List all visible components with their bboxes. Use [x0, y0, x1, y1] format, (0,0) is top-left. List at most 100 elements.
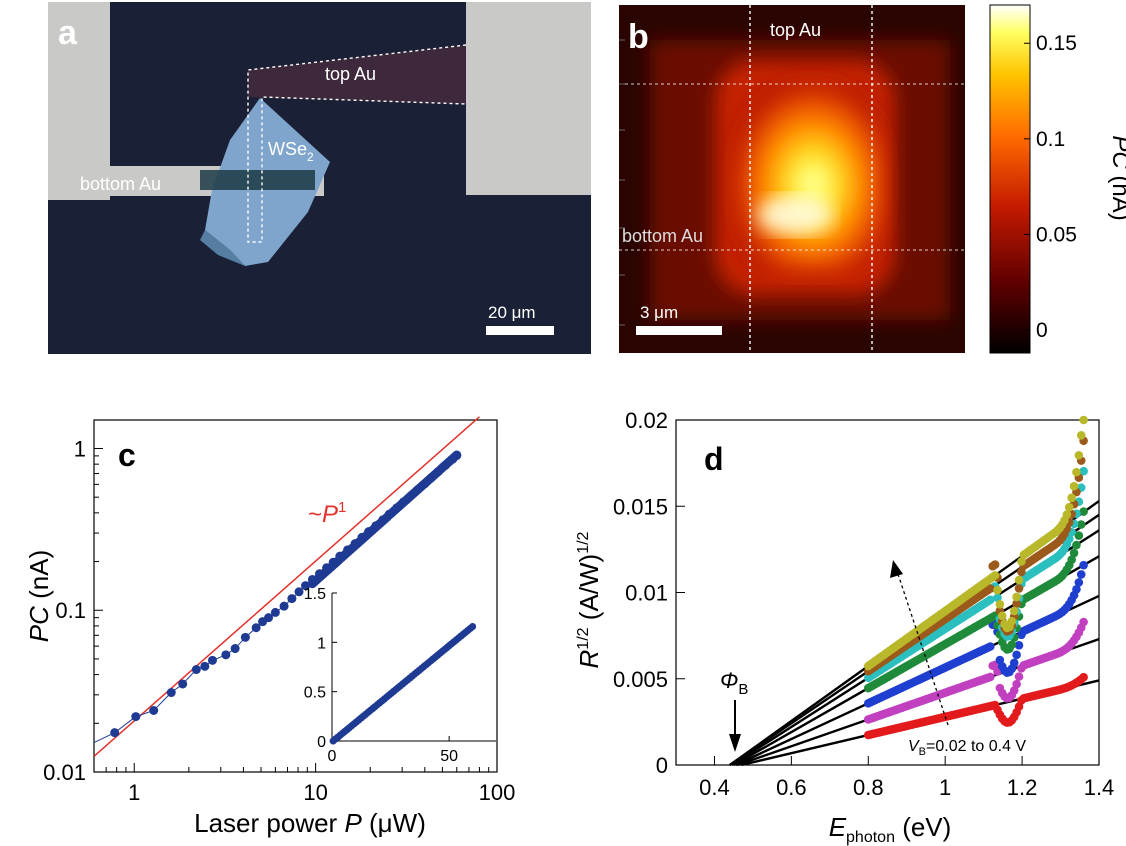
scalebar-a-label: 20 μm	[488, 303, 536, 322]
data-point-d	[1007, 616, 1017, 626]
data-point-d	[1079, 617, 1088, 627]
panel-label-a: a	[58, 14, 78, 52]
data-point-c	[240, 632, 250, 642]
ytick-label-d: 0	[656, 753, 668, 778]
data-point-d	[1079, 415, 1088, 425]
data-point-d	[1067, 555, 1076, 564]
data-point-d	[1079, 466, 1088, 476]
data-point-c	[264, 613, 274, 623]
fit-line-c	[93, 416, 480, 757]
data-point-d	[1014, 672, 1024, 681]
panel-a-micrograph: top Au WSe2 bottom Au 20 μm a	[48, 2, 591, 354]
top-au-shade	[248, 45, 466, 104]
data-point-d	[1014, 640, 1024, 650]
fit-line	[93, 416, 480, 757]
label-top-au: top Au	[325, 64, 376, 84]
data-series-d	[863, 415, 1088, 740]
colorbar-ticks: 0.15 0.1 0.05 0	[1024, 32, 1077, 342]
data-point-d	[1012, 592, 1021, 602]
data-point-c	[230, 644, 240, 654]
inset-xtick-label: 50	[440, 748, 458, 765]
data-point-c	[279, 601, 289, 611]
ytick-label-c: 0.01	[43, 760, 86, 785]
data-point-d	[1007, 640, 1017, 649]
colorbar-tick-label: 0	[1036, 319, 1048, 342]
data-point-d	[1062, 510, 1072, 519]
annotation-power-law: ~P1	[308, 499, 346, 528]
vb-range-label: VB=0.02 to 0.4 V	[908, 738, 1026, 758]
data-point-d	[1074, 450, 1084, 460]
xtick-label-c: 100	[479, 780, 516, 805]
data-point-c	[301, 581, 311, 591]
data-point-d	[1074, 531, 1084, 540]
data-point-d	[1014, 584, 1024, 593]
panel-label-d: d	[704, 441, 724, 477]
panel-label-c: c	[118, 437, 136, 473]
inset-ytick-label: 1	[317, 635, 326, 652]
data-point-d	[1017, 557, 1026, 566]
overlap-strip	[200, 170, 315, 190]
colorbar-tick-label: 0.15	[1036, 32, 1077, 55]
data-point-d	[990, 560, 1000, 569]
ytick-label-c: 0.1	[55, 598, 86, 623]
data-point-c	[149, 705, 159, 715]
inset-xtick-label: 0	[328, 748, 337, 765]
data-point-d	[1074, 578, 1084, 587]
data-series-c	[93, 450, 462, 744]
inset-ytick-label: 0.5	[304, 685, 326, 702]
data-point-d	[995, 600, 1005, 609]
data-point-d	[1076, 431, 1086, 440]
inset-ytick-label: 0	[317, 734, 326, 751]
map-hotspot	[735, 80, 885, 270]
data-point-d	[986, 642, 995, 651]
data-point-d	[997, 611, 1007, 621]
xtick-label-c: 1	[128, 780, 140, 805]
data-point-c	[110, 728, 120, 738]
data-point-d	[993, 593, 1002, 603]
map-peak	[757, 195, 833, 235]
data-point-c	[207, 655, 217, 665]
ytick-label-d: 0.01	[625, 581, 668, 606]
data-point-d	[1012, 679, 1021, 689]
data-point-d	[993, 585, 1002, 595]
data-point-d	[986, 584, 995, 593]
xlabel-c: Laser power P (μW)	[194, 808, 426, 838]
data-point-c	[270, 607, 280, 617]
xtick-label-d: 0.8	[853, 775, 884, 800]
data-point-c	[221, 650, 231, 660]
xtick-label-c: 10	[303, 780, 327, 805]
data-point-c	[287, 594, 297, 604]
data-point-d	[1012, 650, 1021, 660]
xlabel-d: Ephoton (eV)	[829, 812, 952, 846]
data-point-d	[1076, 520, 1086, 529]
colorbar-tick-label: 0.05	[1036, 223, 1077, 246]
data-point-c	[131, 712, 141, 722]
data-point-d	[1072, 585, 1081, 594]
data-point-d	[986, 672, 995, 682]
data-point-c	[200, 661, 210, 671]
data-point-c	[452, 450, 462, 460]
data-point-c	[178, 679, 188, 689]
panel-d-fowler-plot: 0.4 0.6 0.8 1 1.2 1.4 0 0.005 0.01 0.015 0.02 d ΦB…	[574, 408, 1114, 846]
scalebar-b-label: 3 μm	[640, 303, 678, 322]
xtick-label-d: 1	[939, 775, 951, 800]
inset-plot: 0 50 0 0.5 1 1.5	[304, 586, 477, 765]
panel-b-photocurrent-map: top Au bottom Au 3 μm b 0.15 0.1 0.05 0 PC …	[619, 4, 1126, 354]
data-point-d	[1012, 599, 1021, 608]
xtick-label-d: 0.6	[776, 775, 807, 800]
data-point-d	[1079, 507, 1088, 516]
phi-b-label: ΦB	[720, 668, 748, 698]
data-point-d	[1014, 575, 1024, 585]
data-point-d	[1067, 493, 1076, 503]
label-wse2: WSe2	[268, 139, 314, 164]
data-point-d	[1009, 606, 1019, 616]
wse2-flake-edge	[200, 230, 245, 266]
label-top-au-b: top Au	[770, 20, 821, 40]
map-left-ticks	[619, 39, 625, 326]
trend-arrowhead	[890, 560, 903, 578]
data-point-d	[1079, 560, 1088, 570]
ytick-label-d: 0.015	[613, 494, 668, 519]
data-point-c	[166, 688, 176, 698]
panel-label-b: b	[628, 18, 649, 56]
